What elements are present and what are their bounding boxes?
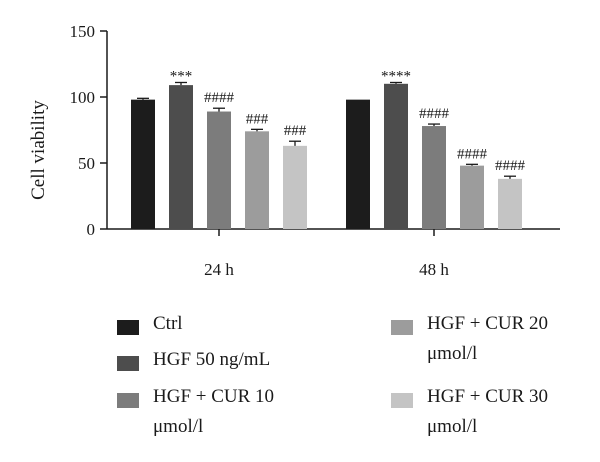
bar — [384, 83, 408, 229]
bar — [422, 126, 446, 229]
significance-label: ### — [246, 111, 269, 127]
bar — [131, 99, 155, 229]
significance-label: #### — [204, 90, 235, 106]
bar — [283, 145, 307, 229]
y-tick-label: 150 — [70, 22, 96, 41]
y-tick-label: 50 — [78, 154, 95, 173]
y-axis-label: Cell viability — [28, 100, 49, 200]
significance-label: #### — [457, 146, 488, 162]
chart-annotations: *** ****###################### — [170, 68, 526, 174]
bar — [245, 131, 269, 229]
bar — [460, 165, 484, 229]
significance-label: **** — [381, 68, 411, 84]
chart-bars — [131, 81, 522, 230]
y-tick-label: 0 — [87, 220, 96, 239]
y-tick-label: 100 — [70, 88, 96, 107]
significance-label: *** — [170, 68, 193, 84]
significance-label: #### — [419, 106, 450, 122]
significance-label: #### — [495, 158, 526, 174]
bar — [169, 85, 193, 230]
significance-label: ### — [284, 123, 307, 139]
bar — [498, 178, 522, 229]
bar — [207, 111, 231, 229]
x-tick-label: 48 h — [419, 260, 449, 279]
x-tick-label: 24 h — [204, 260, 234, 279]
bar — [346, 99, 370, 229]
